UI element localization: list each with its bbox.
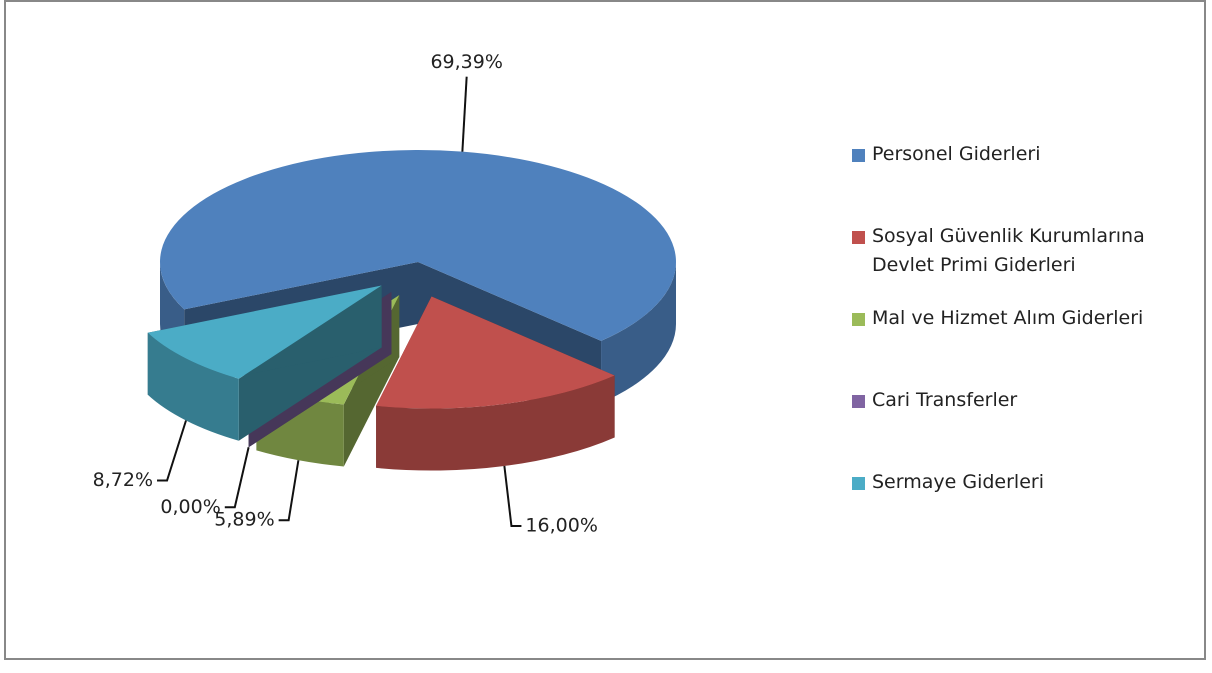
legend-item: Personel Giderleri bbox=[852, 140, 1192, 222]
slice-wall bbox=[376, 375, 615, 471]
legend-swatch bbox=[852, 313, 865, 326]
leader-line bbox=[157, 420, 187, 482]
legend-label: Sermaye Giderleri bbox=[872, 471, 1044, 493]
slice-top bbox=[160, 150, 677, 341]
data-label: 0,00% bbox=[160, 496, 220, 518]
chart-frame bbox=[4, 0, 1206, 660]
data-label: 69,39% bbox=[430, 51, 502, 73]
legend-swatch bbox=[852, 149, 865, 162]
leader-line bbox=[224, 447, 250, 509]
leader-line bbox=[461, 76, 468, 152]
legend-swatch bbox=[852, 231, 865, 244]
legend-swatch bbox=[852, 395, 865, 408]
leader-line bbox=[278, 460, 300, 522]
slice-top bbox=[147, 285, 382, 379]
slice bbox=[147, 285, 382, 441]
slice-wall bbox=[147, 332, 239, 441]
legend-label: Mal ve Hizmet Alım Giderleri bbox=[872, 307, 1144, 329]
legend-swatch bbox=[852, 477, 865, 490]
slice-wall bbox=[601, 262, 676, 403]
legend-item: Mal ve Hizmet Alım Giderleri bbox=[852, 304, 1192, 386]
legend-item: Cari Transferler bbox=[852, 386, 1192, 468]
slice bbox=[376, 296, 615, 471]
data-label: 5,89% bbox=[214, 509, 274, 531]
legend-label: Personel Giderleri bbox=[872, 143, 1041, 165]
data-label: 16,00% bbox=[525, 514, 597, 536]
legend-label: Sosyal Güvenlik Kurumlarına Devlet Primi… bbox=[872, 225, 1145, 276]
slice-top bbox=[376, 296, 615, 409]
legend-label: Cari Transferler bbox=[872, 389, 1018, 411]
leader-line bbox=[503, 465, 522, 527]
legend: Personel Giderleri Sosyal Güvenlik Kuruml… bbox=[852, 140, 1192, 550]
data-label: 8,72% bbox=[93, 469, 153, 491]
legend-item: Sermaye Giderleri bbox=[852, 468, 1192, 550]
legend-item: Sosyal Güvenlik Kurumlarına Devlet Primi… bbox=[852, 222, 1192, 304]
